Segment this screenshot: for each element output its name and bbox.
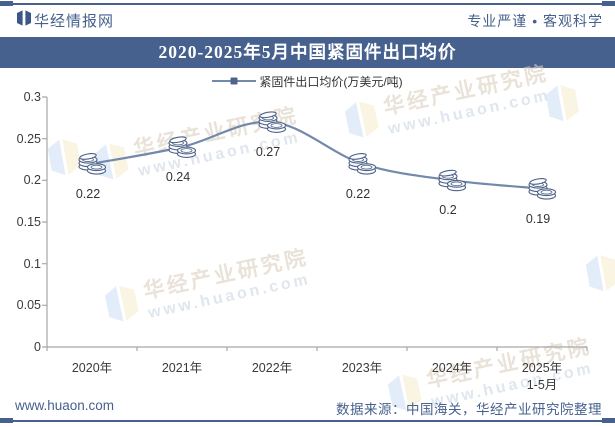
data-source-text: 数据来源：中国海关，华经产业研究院整理 [336, 402, 602, 417]
y-tick-label: 0 [34, 340, 41, 354]
bottom-divider [0, 418, 615, 423]
huaon-logo-icon [17, 10, 31, 31]
y-tick-label: 0.25 [16, 131, 41, 146]
brand-name: 华经情报网 [34, 13, 115, 30]
x-tick-label: 2021年 [161, 361, 203, 375]
line-chart [42, 96, 588, 351]
data-value-label: 0.2 [439, 203, 457, 218]
top-divider [0, 1, 615, 6]
brand-slogan: 专业严谨 • 客观科学 [467, 13, 603, 29]
chart-title: 2020-2025年5月中国紧固件出口均价 [0, 37, 615, 68]
x-tick-label: 2024年 [431, 361, 473, 375]
data-value-label: 0.22 [75, 186, 101, 201]
data-value-label: 0.24 [165, 170, 191, 184]
chart-labels: 0 0.05 0.1 0.15 0.2 0.25 0.3 2020年 2021年 2022年 202… [0, 69, 615, 427]
x-tick-label: 2022年 [251, 361, 293, 375]
data-value-label: 0.22 [345, 186, 371, 201]
y-tick-label: 0.15 [16, 215, 41, 229]
y-tick-label: 0.05 [16, 298, 41, 313]
legend-line-marker-icon [212, 75, 257, 89]
x-tick-label: 2025年 1-5月 [521, 361, 563, 392]
footer-website: www.huaon.com [15, 398, 115, 413]
y-tick-label: 0.2 [23, 173, 41, 188]
y-tick-label: 0.1 [23, 256, 41, 271]
legend-label: 紧固件出口均价(万美元/吨) [259, 75, 403, 89]
chart-area: 华经产业研究院 www.huaon.com 华经产业研究院 www.huaon.co… [0, 62, 615, 427]
legend: 紧固件出口均价(万美元/吨) [0, 73, 615, 90]
x-tick-label: 2023年 [341, 361, 383, 375]
data-value-label: 0.27 [255, 145, 281, 159]
y-tick-label: 0.3 [23, 90, 41, 104]
data-value-label: 0.19 [525, 211, 551, 226]
x-tick-label: 2020年 [71, 361, 113, 375]
axes [42, 96, 588, 351]
